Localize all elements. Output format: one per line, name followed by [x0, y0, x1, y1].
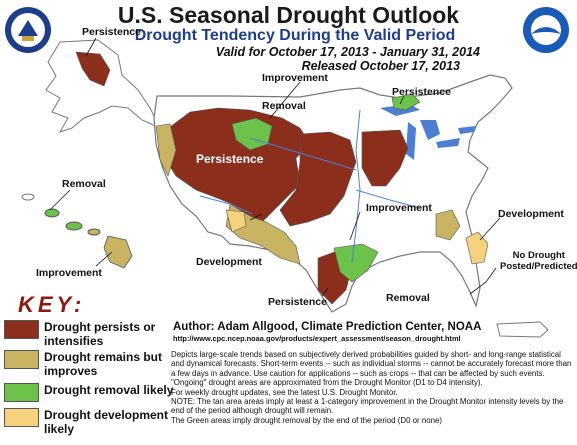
label-no-drought: No Drought Posted/Predicted: [500, 250, 577, 272]
label-development-east: Development: [498, 208, 564, 220]
label-leader-lines: [49, 37, 501, 297]
removal-area-northeast: [391, 93, 421, 111]
label-removal-texas: Removal: [386, 292, 430, 304]
key-label-removal: Drought removal likely: [44, 383, 174, 397]
label-persistence-west: Persistence: [196, 152, 264, 166]
key-label-development: Drought development likely: [44, 408, 169, 436]
removal-area-texas: [333, 243, 379, 283]
description-paragraph: NOTE: The tan area areas imply at least …: [171, 397, 564, 416]
key-swatch-improve: [4, 350, 39, 369]
label-improvement-hawaii: Improvement: [36, 267, 102, 279]
map-subtitle: Drought Tendency During the Valid Period: [134, 27, 456, 44]
description-notes: Depicts large-scale trends based on subj…: [171, 350, 573, 425]
development-area-southwest: [225, 209, 247, 233]
key-swatch-persist: [4, 320, 39, 339]
key-label-persist: Drought persists or intensifies: [44, 320, 156, 348]
description-paragraph: For weekly drought updates, see the late…: [171, 387, 398, 397]
alaska-persistence-area: [75, 51, 111, 87]
description-paragraph: The Green areas imply drought removal by…: [171, 415, 443, 425]
hawaii-islands: [21, 193, 133, 269]
label-persistence-texas: Persistence: [268, 296, 327, 308]
improvement-area-west-coast: [155, 123, 177, 177]
persistence-area-plains: [279, 131, 357, 227]
department-of-commerce-seal-icon: [5, 7, 51, 53]
label-development-southwest: Development: [196, 256, 262, 268]
key-title: KEY:: [18, 292, 86, 317]
key-swatch-development: [4, 408, 39, 427]
label-removal-north: Removal: [262, 100, 306, 112]
key-label-improve: Drought remains but improves: [44, 350, 163, 378]
author-credit: Author: Adam Allgood, Climate Prediction…: [173, 321, 482, 333]
release-date: Released October 17, 2013: [301, 59, 460, 73]
alaska-outline: [45, 39, 162, 133]
puerto-rico-outline: [496, 321, 549, 338]
label-improvement-north: Improvement: [262, 72, 328, 84]
improvement-area-southeast: [435, 209, 461, 241]
label-persistence-alaska: Persistence: [82, 26, 141, 38]
label-removal-hawaii: Removal: [62, 178, 106, 190]
source-url[interactable]: http://www.cpc.ncep.noaa.gov/products/ex…: [173, 334, 461, 343]
description-paragraph: Depicts large-scale trends based on subj…: [171, 350, 572, 388]
noaa-logo-icon: [523, 7, 569, 53]
development-area-east: [465, 231, 489, 265]
rivers: [199, 109, 421, 263]
persistence-area-west: [165, 107, 311, 223]
label-improvement-southeast: Improvement: [366, 202, 432, 214]
key-swatch-removal: [4, 383, 39, 402]
label-persistence-great-lakes: Persistence: [392, 86, 451, 98]
map-title: U.S. Seasonal Drought Outlook: [117, 2, 460, 28]
persistence-area-midwest: [361, 129, 409, 187]
valid-period: Valid for October 17, 2013 - January 31,…: [215, 45, 480, 59]
